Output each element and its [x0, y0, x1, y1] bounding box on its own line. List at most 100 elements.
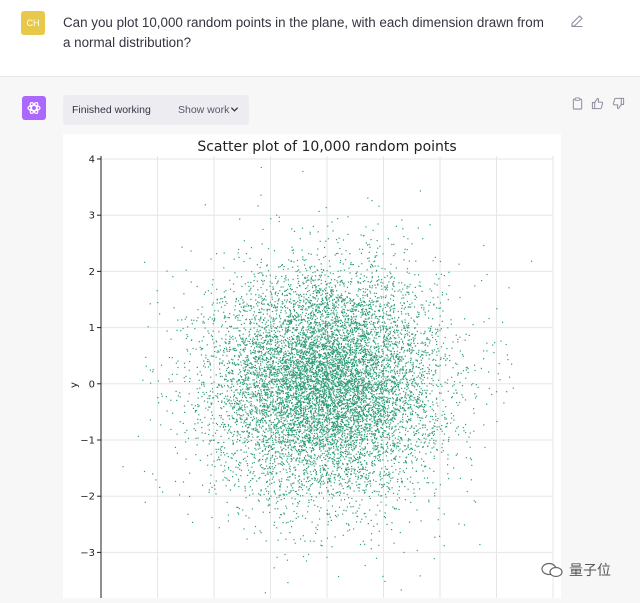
data-point [280, 447, 281, 448]
data-point [368, 305, 369, 306]
data-point [176, 374, 177, 375]
data-point [279, 439, 280, 440]
data-point [225, 321, 226, 322]
data-point [292, 267, 293, 268]
work-status-bar[interactable]: Finished working Show work [63, 95, 249, 125]
data-point [251, 271, 252, 272]
data-point [264, 360, 265, 361]
data-point [403, 462, 404, 463]
data-point [216, 430, 217, 431]
data-point [419, 428, 420, 429]
data-point [332, 305, 333, 306]
data-point [360, 370, 361, 371]
chevron-down-icon[interactable] [230, 105, 239, 114]
data-point [347, 349, 348, 350]
data-point [361, 439, 362, 440]
data-point [205, 433, 206, 434]
data-point [418, 446, 419, 447]
data-point [254, 274, 255, 275]
data-point [411, 339, 412, 340]
data-point [223, 312, 224, 313]
data-point [288, 452, 289, 453]
data-point [246, 355, 247, 356]
data-point [238, 514, 239, 515]
data-point [279, 359, 280, 360]
data-point [403, 259, 404, 260]
data-point [243, 422, 244, 423]
data-point [222, 419, 223, 420]
data-point [233, 392, 234, 393]
data-point [350, 345, 351, 346]
data-point [310, 457, 311, 458]
data-point [356, 418, 357, 419]
thumbs-up-icon[interactable] [591, 97, 604, 110]
data-point [291, 459, 292, 460]
data-point [281, 407, 282, 408]
data-point [254, 317, 255, 318]
data-point [153, 369, 154, 370]
data-point [274, 330, 275, 331]
data-point [337, 349, 338, 350]
data-point [302, 259, 303, 260]
data-point [407, 478, 408, 479]
data-point [386, 364, 387, 365]
data-point [303, 535, 304, 536]
data-point [338, 326, 339, 327]
data-point [297, 278, 298, 279]
data-point [269, 343, 270, 344]
data-point [208, 290, 209, 291]
thumbs-down-icon[interactable] [612, 97, 625, 110]
data-point [336, 323, 337, 324]
data-point [292, 343, 293, 344]
data-point [220, 426, 221, 427]
data-point [445, 356, 446, 357]
data-point [323, 441, 324, 442]
data-point [390, 445, 391, 446]
data-point [313, 293, 314, 294]
data-point [369, 410, 370, 411]
data-point [350, 309, 351, 310]
clipboard-icon[interactable] [571, 97, 584, 110]
data-point [456, 335, 457, 336]
data-point [321, 407, 322, 408]
data-point [269, 305, 270, 306]
data-point [275, 351, 276, 352]
data-point [256, 303, 257, 304]
data-point [265, 416, 266, 417]
data-point [413, 350, 414, 351]
data-point [404, 326, 405, 327]
data-point [320, 290, 321, 291]
data-point [356, 325, 357, 326]
data-point [262, 397, 263, 398]
data-point [399, 411, 400, 412]
data-point [203, 316, 204, 317]
data-point [304, 384, 305, 385]
data-point [271, 370, 272, 371]
edit-icon[interactable] [570, 14, 584, 28]
data-point [338, 401, 339, 402]
data-point [333, 334, 334, 335]
data-point [403, 405, 404, 406]
data-point [387, 414, 388, 415]
data-point [381, 345, 382, 346]
data-point [367, 451, 368, 452]
data-point [283, 425, 284, 426]
data-point [366, 277, 367, 278]
data-point [359, 393, 360, 394]
data-point [293, 490, 294, 491]
data-point [338, 365, 339, 366]
data-point [350, 283, 351, 284]
data-point [220, 417, 221, 418]
data-point [311, 496, 312, 497]
data-point [187, 326, 188, 327]
data-point [311, 254, 312, 255]
data-point [319, 336, 320, 337]
data-point [341, 424, 342, 425]
data-point [183, 328, 184, 329]
data-point [382, 459, 383, 460]
data-point [337, 447, 338, 448]
data-point [442, 411, 443, 412]
data-point [404, 395, 405, 396]
data-point [226, 349, 227, 350]
show-work-button[interactable]: Show work [178, 104, 229, 116]
